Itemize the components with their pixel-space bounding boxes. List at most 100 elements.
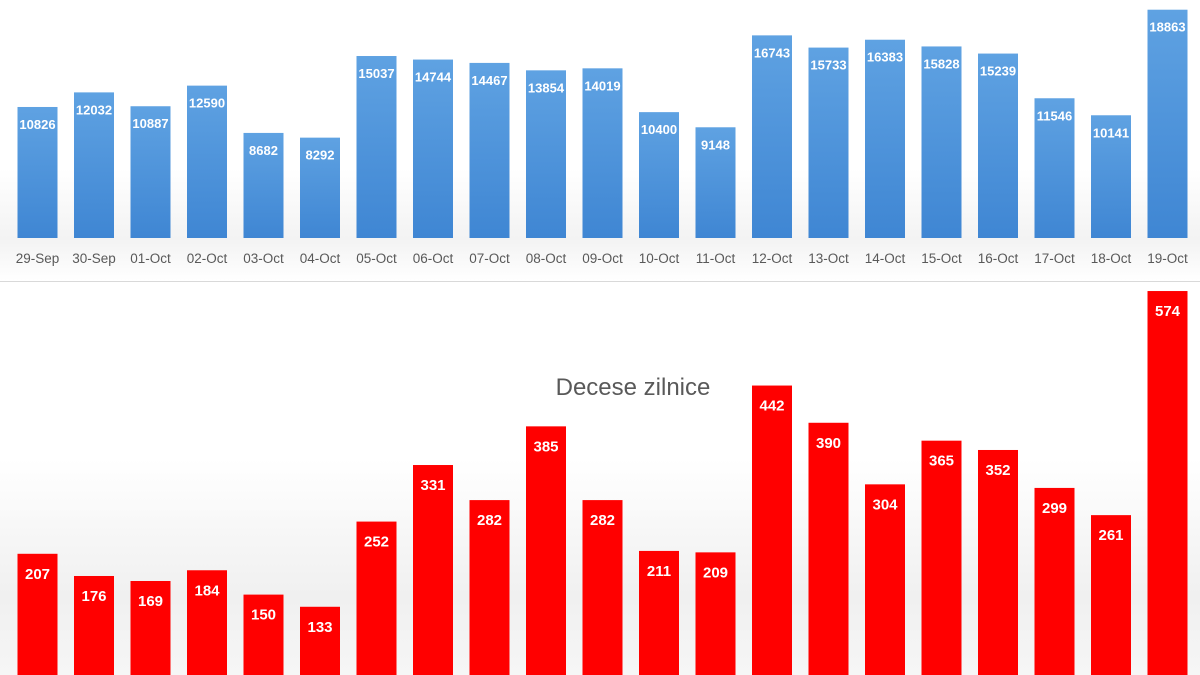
x-tick-label: 07-Oct: [469, 251, 510, 266]
cases-data-label: 9148: [701, 137, 730, 152]
deaths-bar-13-Oct: [808, 422, 849, 675]
deaths-bar-29-Sep: [17, 553, 58, 675]
deaths-bar-14-Oct: [865, 484, 905, 675]
cases-data-label: 14467: [471, 73, 507, 88]
deaths-data-label: 299: [1042, 500, 1067, 517]
cases-data-label: 12590: [189, 96, 225, 111]
deaths-bar-03-Oct: [243, 594, 284, 675]
x-tick-label: 01-Oct: [130, 251, 171, 266]
cases-bar-15-Oct: [921, 46, 962, 239]
x-tick-label: 10-Oct: [639, 251, 680, 266]
deaths-data-label: 150: [251, 607, 276, 624]
cases-data-label: 10887: [132, 116, 168, 131]
cases-data-label: 10826: [19, 117, 55, 132]
cases-bar-13-Oct: [808, 47, 849, 238]
x-tick-label: 29-Sep: [16, 251, 60, 266]
cases-bar-17-Oct: [1034, 98, 1075, 238]
x-tick-label: 18-Oct: [1091, 251, 1132, 266]
deaths-bar-09-Oct: [582, 500, 623, 675]
deaths-data-label: 331: [420, 477, 445, 494]
cases-data-label: 18863: [1149, 20, 1185, 35]
x-tick-label: 19-Oct: [1147, 251, 1188, 266]
cases-data-label: 15239: [980, 64, 1016, 79]
deaths-data-label: 169: [138, 593, 163, 610]
deaths-data-label: 304: [872, 496, 898, 513]
cases-bar-05-Oct: [356, 56, 397, 238]
deaths-bar-chart: Decese zilnice 207 176 169 184 150 133 252 331 2…: [17, 291, 1188, 675]
deaths-data-label: 211: [647, 563, 671, 580]
cases-data-label: 14744: [415, 70, 452, 85]
cases-data-label: 15828: [923, 56, 959, 71]
deaths-data-label: 261: [1098, 527, 1123, 544]
x-tick-label: 16-Oct: [978, 251, 1019, 266]
cases-bar-07-Oct: [469, 62, 510, 239]
x-tick-label: 30-Sep: [72, 251, 116, 266]
cases-data-label: 8682: [249, 143, 278, 158]
cases-bar-18-Oct: [1091, 115, 1131, 238]
deaths-data-label: 282: [590, 512, 615, 529]
cases-bar-08-Oct: [526, 70, 566, 238]
cases-bar-29-Sep: [17, 106, 58, 239]
deaths-data-label: 442: [759, 398, 784, 415]
deaths-data-label: 209: [703, 564, 728, 581]
deaths-bar-08-Oct: [526, 426, 566, 675]
deaths-bar-06-Oct: [413, 465, 453, 675]
x-tick-label: 14-Oct: [865, 251, 906, 266]
x-tick-label: 02-Oct: [187, 251, 228, 266]
deaths-bar-01-Oct: [130, 581, 171, 675]
cases-bar-02-Oct: [187, 85, 227, 238]
cases-bar-30-Sep: [74, 92, 114, 238]
x-tick-label: 13-Oct: [808, 251, 849, 266]
deaths-data-label: 365: [929, 453, 954, 470]
cases-bar-19-Oct: [1147, 9, 1188, 238]
cases-data-label: 15037: [358, 66, 394, 81]
cases-bar-16-Oct: [978, 53, 1018, 238]
deaths-bar-04-Oct: [300, 606, 340, 675]
deaths-data-label: 390: [816, 435, 841, 452]
cases-bar-06-Oct: [413, 59, 453, 238]
deaths-bar-12-Oct: [752, 385, 792, 675]
cases-bar-01-Oct: [130, 106, 171, 239]
deaths-bar-19-Oct: [1147, 291, 1188, 675]
deaths-data-label: 352: [985, 462, 1010, 479]
x-tick-label: 03-Oct: [243, 251, 284, 266]
x-tick-label: 04-Oct: [300, 251, 341, 266]
cases-data-label: 16383: [867, 50, 903, 65]
cases-bar-03-Oct: [243, 132, 284, 238]
deaths-data-label: 207: [25, 566, 50, 583]
cases-data-label: 11546: [1037, 108, 1072, 123]
x-tick-label: 17-Oct: [1034, 251, 1075, 266]
deaths-bar-15-Oct: [921, 440, 962, 675]
x-tick-label: 08-Oct: [526, 251, 567, 266]
deaths-data-label: 385: [533, 438, 558, 455]
deaths-bar-10-Oct: [639, 550, 679, 675]
cases-data-label: 10400: [641, 122, 677, 137]
deaths-data-label: 574: [1155, 303, 1181, 320]
cases-bar-12-Oct: [752, 35, 792, 239]
deaths-data-label: 184: [194, 582, 220, 599]
deaths-bar-16-Oct: [978, 449, 1018, 675]
deaths-bar-02-Oct: [187, 570, 227, 675]
deaths-data-label: 252: [364, 534, 389, 551]
cases-data-label: 8292: [306, 148, 335, 163]
x-tick-label: 09-Oct: [582, 251, 623, 266]
cases-data-label: 16743: [754, 45, 790, 60]
cases-data-label: 14019: [584, 78, 620, 93]
deaths-data-label: 176: [81, 588, 106, 605]
cases-data-label: 13854: [528, 80, 565, 95]
cases-bar-09-Oct: [582, 68, 623, 238]
cases-bar-11-Oct: [695, 127, 736, 238]
cases-bar-14-Oct: [865, 39, 905, 238]
deaths-bar-30-Sep: [74, 575, 114, 675]
cases-bar-10-Oct: [639, 112, 679, 238]
deaths-bar-11-Oct: [695, 552, 736, 675]
x-tick-label: 06-Oct: [413, 251, 454, 266]
deaths-bar-07-Oct: [469, 500, 510, 675]
x-tick-label: 12-Oct: [752, 251, 793, 266]
x-tick-label: 05-Oct: [356, 251, 397, 266]
deaths-bar-17-Oct: [1034, 487, 1075, 675]
deaths-bar-18-Oct: [1091, 515, 1131, 675]
deaths-data-label: 133: [307, 619, 332, 636]
cases-data-label: 12032: [76, 102, 112, 117]
